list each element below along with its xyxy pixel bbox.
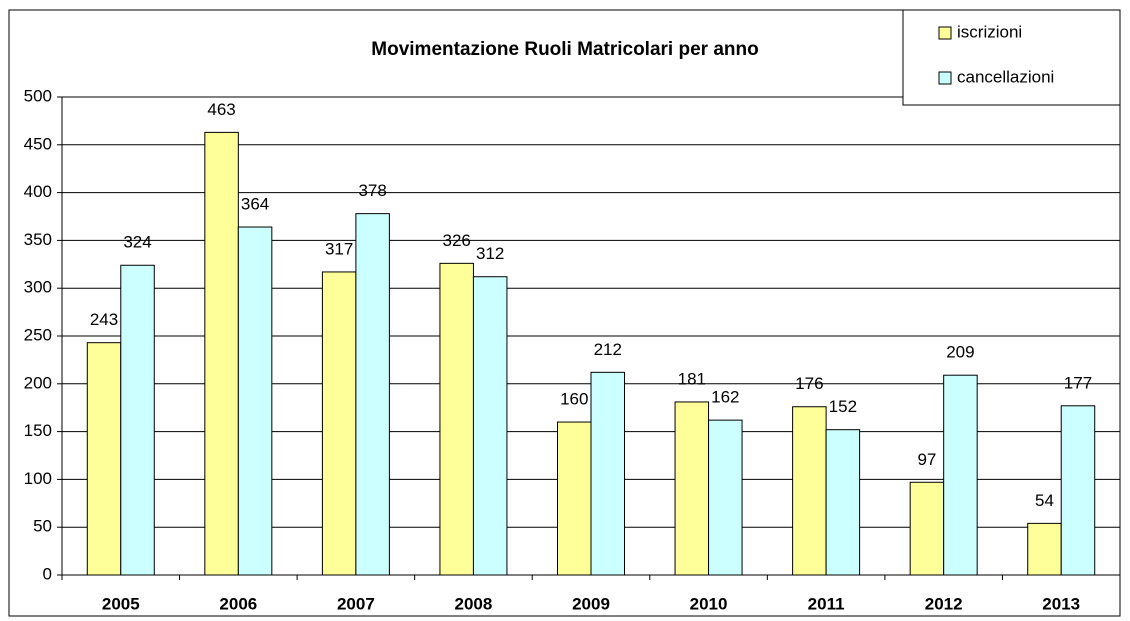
legend-label: iscrizioni: [957, 22, 1022, 41]
bar: [792, 406, 827, 576]
x-tick-label: 2009: [572, 594, 610, 613]
y-tick-label: 500: [24, 86, 52, 105]
bar: [1060, 405, 1096, 576]
data-label: 160: [560, 390, 588, 409]
data-label: 152: [829, 397, 857, 416]
bar: [708, 419, 743, 576]
bar: [943, 374, 978, 576]
bar: [590, 371, 625, 576]
y-tick-label: 250: [24, 325, 52, 344]
bar: [825, 429, 861, 576]
data-label: 97: [917, 450, 936, 469]
x-tick-label: 2011: [808, 594, 845, 613]
bar: [557, 421, 592, 576]
x-tick-label: 2012: [925, 594, 963, 613]
y-tick-label: 0: [43, 564, 52, 583]
bar: [204, 131, 239, 576]
data-label: 378: [358, 181, 386, 200]
y-tick-label: 200: [24, 373, 52, 392]
data-label: 326: [443, 231, 471, 250]
y-tick-label: 450: [24, 134, 52, 153]
x-tick-label: 2010: [690, 594, 728, 613]
bar: [355, 213, 390, 576]
bar: [909, 481, 945, 576]
legend-swatch: [938, 71, 952, 85]
y-tick-label: 50: [33, 517, 52, 536]
bar: [674, 401, 710, 576]
data-label: 209: [946, 343, 974, 362]
legend-box: [902, 9, 1121, 106]
x-tick-label: 2007: [337, 594, 375, 613]
data-label: 176: [795, 374, 823, 393]
bar: [321, 271, 357, 576]
data-label: 463: [207, 100, 235, 119]
y-tick-label: 350: [24, 230, 52, 249]
legend-swatch: [938, 26, 952, 40]
data-label: 243: [90, 310, 118, 329]
data-label: 177: [1064, 373, 1092, 392]
bar: [1027, 522, 1062, 576]
x-tick-label: 2006: [219, 594, 257, 613]
x-tick-label: 2008: [455, 594, 493, 613]
bar: [86, 342, 122, 576]
data-label: 317: [325, 239, 353, 258]
y-tick-label: 400: [24, 182, 52, 201]
data-label: 212: [594, 340, 622, 359]
data-label: 181: [678, 369, 706, 388]
bar: [237, 226, 273, 576]
x-tick-label: 2013: [1042, 594, 1080, 613]
y-tick-label: 300: [24, 278, 52, 297]
data-label: 324: [123, 233, 151, 252]
data-label: 364: [241, 195, 269, 214]
data-label: 312: [476, 244, 504, 263]
y-tick-label: 150: [24, 421, 52, 440]
bar: [472, 276, 508, 576]
bar: [120, 264, 155, 576]
legend-label: cancellazioni: [957, 67, 1054, 86]
bar: [439, 262, 474, 576]
y-tick-label: 100: [24, 469, 52, 488]
chart-title: Movimentazione Ruoli Matricolari per ann…: [371, 39, 758, 60]
x-tick-label: 2005: [102, 594, 140, 613]
data-label: 162: [711, 388, 739, 407]
data-label: 54: [1035, 491, 1054, 510]
